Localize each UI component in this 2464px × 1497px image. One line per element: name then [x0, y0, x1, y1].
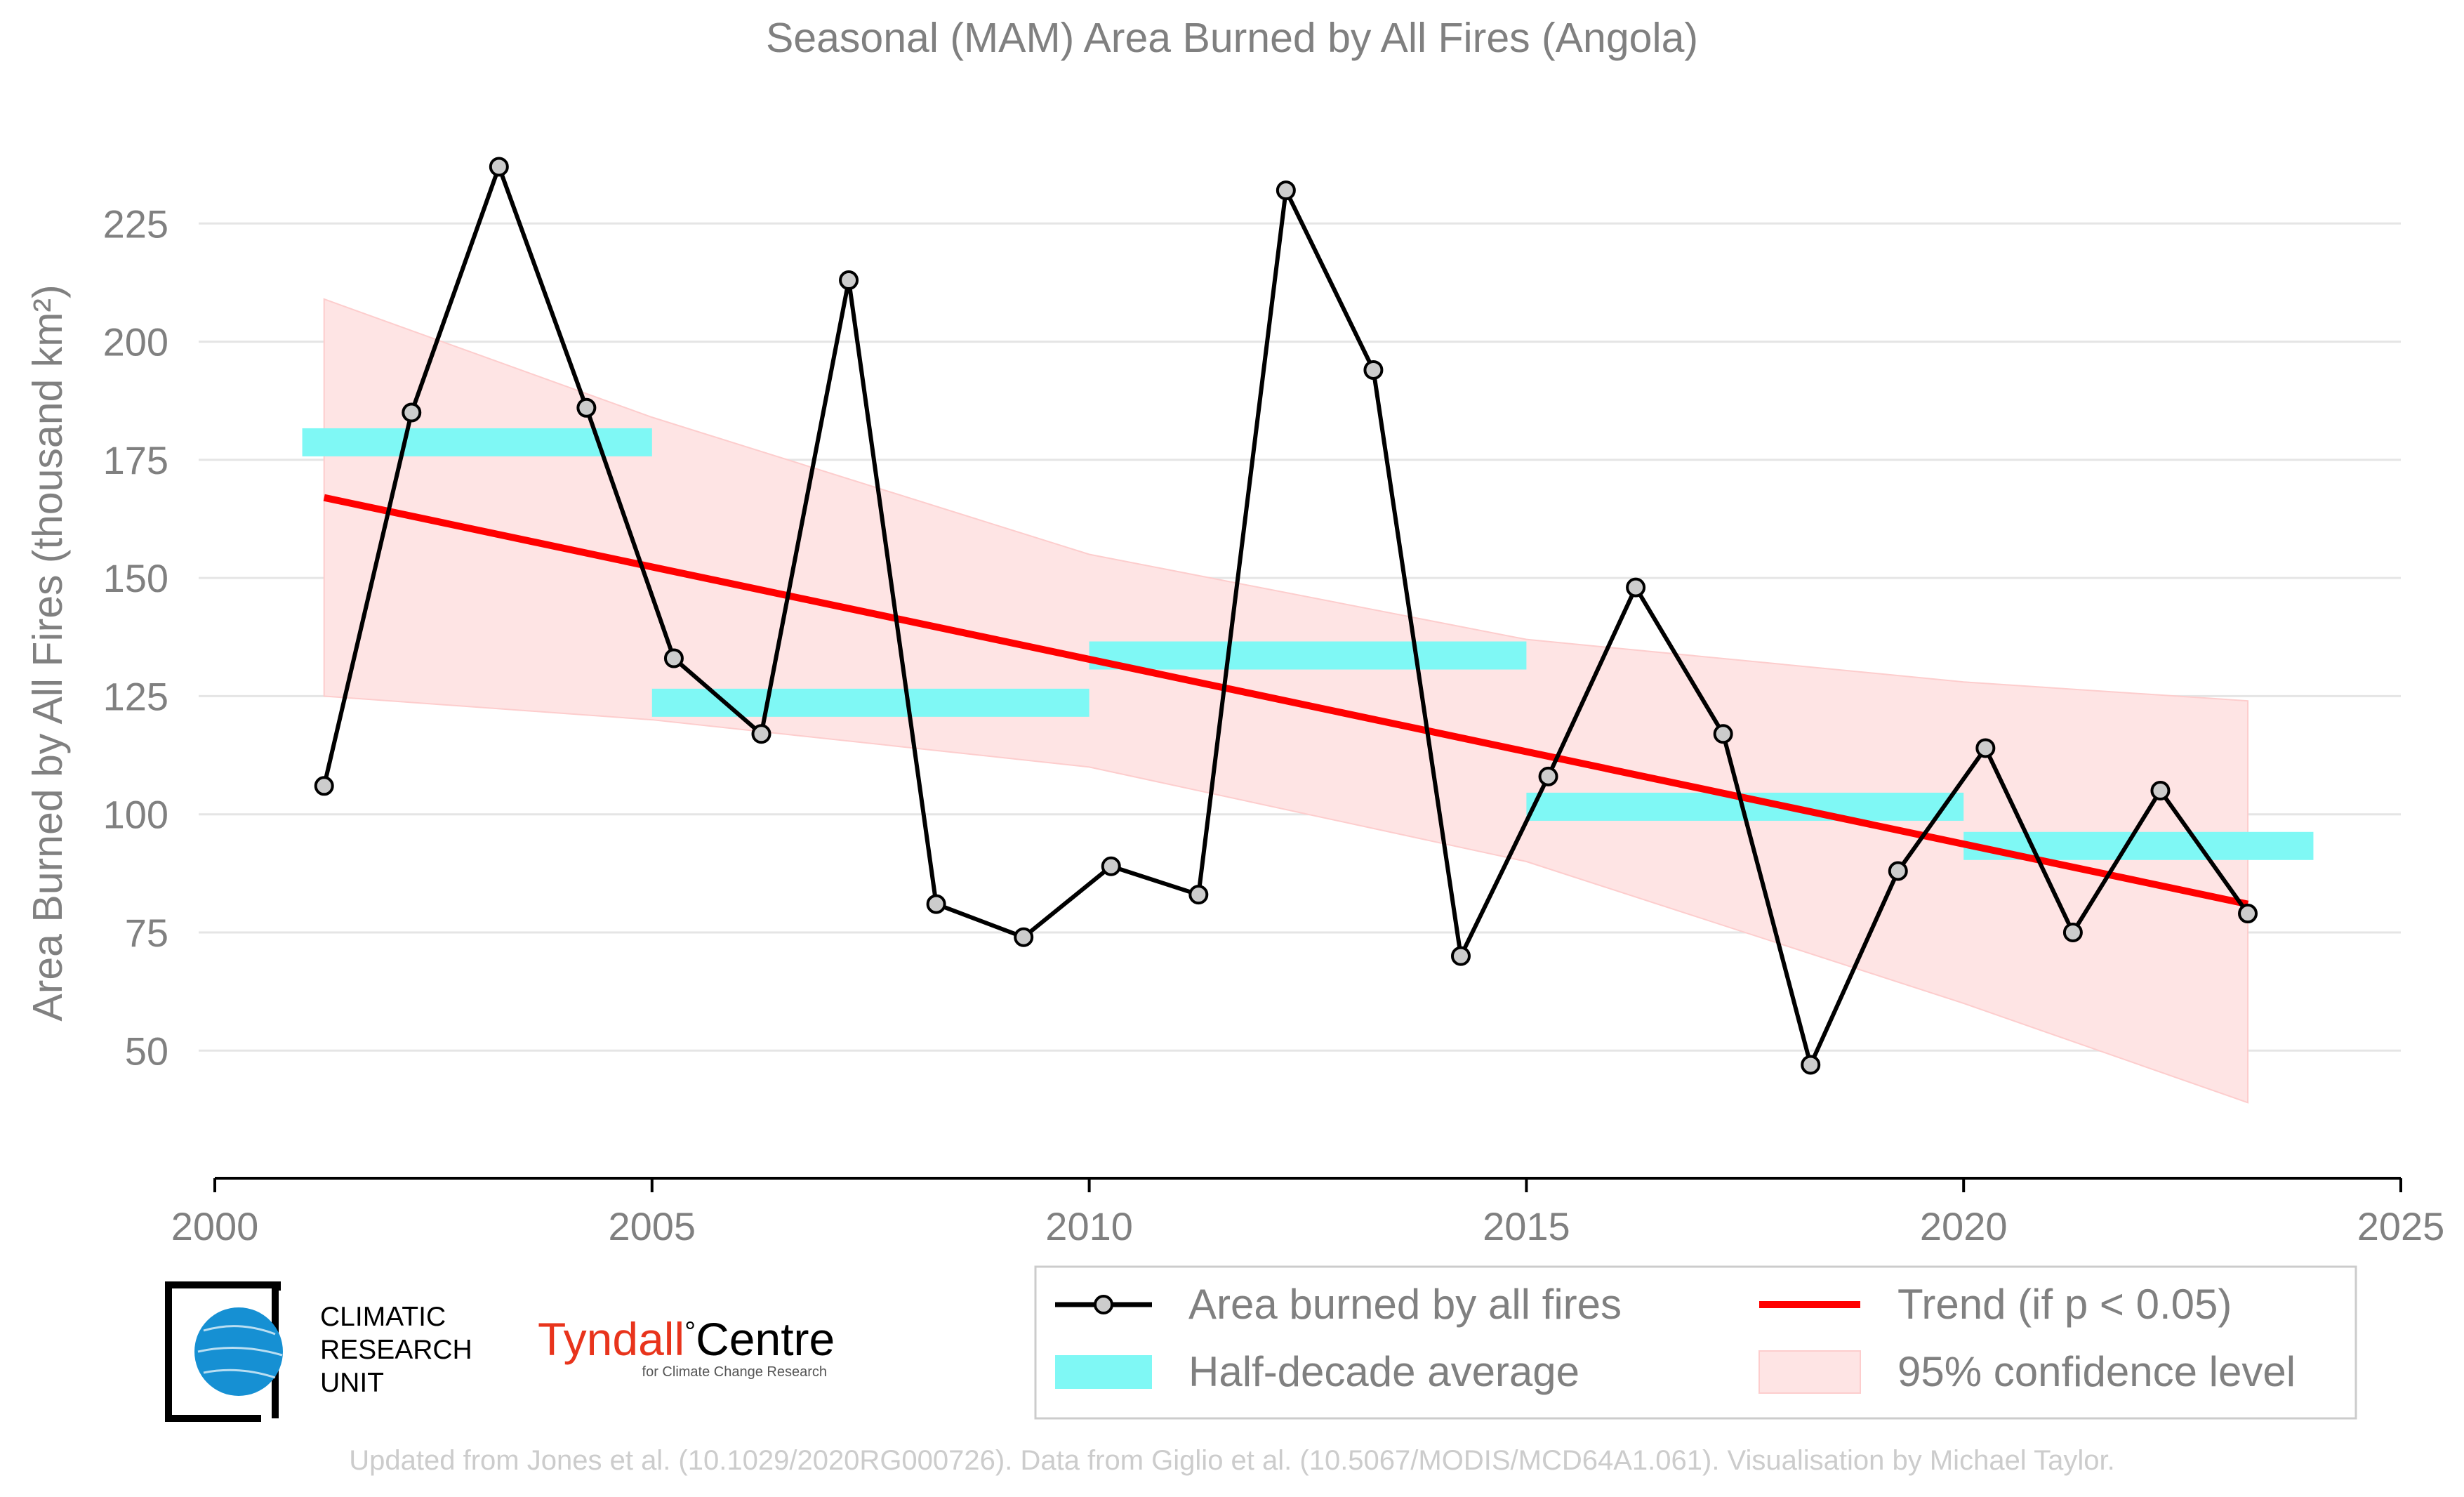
- x-tick-label: 2020: [1920, 1204, 2008, 1248]
- footer-credit: Updated from Jones et al. (10.1029/2020R…: [349, 1445, 2114, 1476]
- data-point: [1713, 724, 1733, 744]
- data-point: [402, 402, 422, 423]
- legend: Area burned by all fires Trend (if p < 0…: [1034, 1265, 2357, 1420]
- svg-text:Tyndall°Centre: Tyndall°Centre: [538, 1313, 835, 1365]
- y-tick-label: 175: [103, 438, 168, 482]
- data-point: [1188, 885, 1209, 905]
- data-point: [2238, 904, 2258, 924]
- data-point: [1888, 861, 1908, 881]
- y-tick-label: 50: [125, 1029, 168, 1073]
- legend-observed-marker: [1094, 1295, 1113, 1314]
- legend-item-observed: Area burned by all fires: [1055, 1281, 1622, 1328]
- data-point: [839, 270, 859, 291]
- legend-label-observed: Area burned by all fires: [1188, 1281, 1622, 1328]
- data-point: [751, 724, 771, 744]
- y-tick-label: 125: [103, 674, 168, 718]
- data-point: [1363, 360, 1384, 380]
- legend-confidence-swatch: [1758, 1350, 1861, 1394]
- data-point: [1801, 1055, 1821, 1075]
- y-tick-label: 100: [103, 793, 168, 837]
- cru-line-1: CLIMATIC: [320, 1302, 446, 1332]
- x-tick-label: 2015: [1483, 1204, 1570, 1248]
- data-point: [2062, 922, 2083, 942]
- globe-lines: [197, 1325, 283, 1379]
- y-axis-label: Area Burned by All Fires (thousand km²): [25, 284, 71, 1021]
- data-point: [1975, 738, 1996, 758]
- legend-label-trend: Trend (if p < 0.05): [1897, 1281, 2232, 1328]
- cru-logo: CLIMATIC RESEARCH UNIT: [165, 1281, 472, 1422]
- legend-frame: [1034, 1265, 2357, 1420]
- legend-half-decade-swatch: [1055, 1355, 1152, 1389]
- data-point: [663, 648, 684, 668]
- tyndall-logo: Tyndall°Centre for Climate Change Resear…: [538, 1313, 835, 1380]
- chart-title: Seasonal (MAM) Area Burned by All Fires …: [766, 15, 1698, 61]
- data-point: [1626, 577, 1646, 598]
- legend-item-half-decade: Half-decade average: [1055, 1348, 1579, 1395]
- data-point: [1276, 180, 1296, 201]
- half-decade-bar: [1089, 641, 1527, 670]
- trend-line: [323, 494, 2249, 908]
- y-tick-label: 225: [103, 202, 168, 246]
- legend-label-confidence: 95% confidence level: [1897, 1348, 2296, 1395]
- data-point: [489, 157, 509, 177]
- x-axis: 2000 2005 2010 2015 2020 2025: [171, 1177, 2445, 1248]
- observed-series: [314, 157, 2258, 1075]
- tyndall-sub: for Climate Change Research: [642, 1364, 827, 1380]
- cru-frame-top: [172, 1281, 281, 1291]
- y-tick-label: 200: [103, 320, 168, 364]
- x-tick-label: 2005: [609, 1204, 696, 1248]
- data-point: [1014, 927, 1034, 947]
- legend-item-confidence: 95% confidence level: [1758, 1348, 2296, 1395]
- data-point: [1538, 766, 1558, 786]
- y-ticks: 50 75 100 125 150 175 200 225: [103, 202, 215, 1073]
- tyndall-name: Tyndall: [538, 1313, 684, 1365]
- x-tick-label: 2025: [2357, 1204, 2445, 1248]
- y-tick-label: 150: [103, 556, 168, 600]
- cru-line-2: RESEARCH: [320, 1335, 472, 1365]
- data-point: [1450, 946, 1471, 966]
- data-point: [2150, 781, 2171, 801]
- x-tick-label: 2010: [1045, 1204, 1133, 1248]
- cru-line-3: UNIT: [320, 1368, 384, 1398]
- data-point: [314, 776, 334, 796]
- data-point: [576, 397, 597, 418]
- x-tick-label: 2000: [171, 1204, 259, 1248]
- data-point: [1101, 856, 1121, 876]
- legend-label-half-decade: Half-decade average: [1188, 1348, 1579, 1395]
- y-tick-label: 75: [125, 911, 168, 955]
- half-decade-bar: [651, 688, 1089, 717]
- tyndall-centre: Centre: [696, 1313, 835, 1365]
- trend-line-path: [323, 494, 2249, 908]
- legend-item-trend: Trend (if p < 0.05): [1759, 1281, 2232, 1328]
- data-point: [926, 894, 946, 914]
- tyndall-degree: °: [684, 1317, 696, 1347]
